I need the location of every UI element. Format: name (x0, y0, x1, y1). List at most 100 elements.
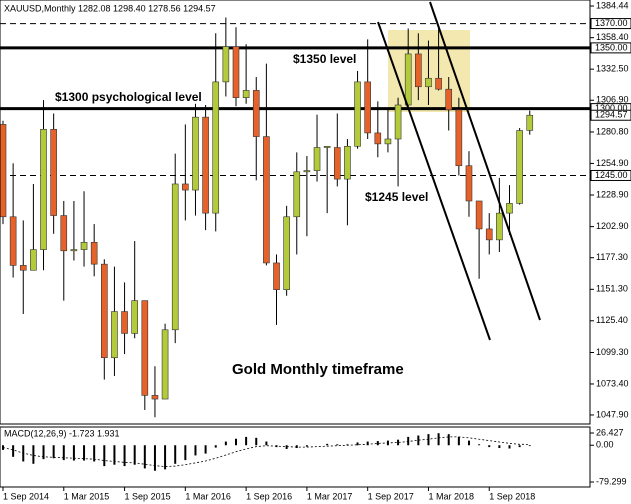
candle-body (404, 53, 412, 106)
candle-body (465, 165, 473, 202)
candle-body (415, 53, 422, 88)
y-tick-label: 1202.90 (596, 221, 629, 231)
candle-body (252, 90, 260, 137)
x-tick-label: 1 Mar 2016 (185, 491, 231, 501)
level-label: 1245.00 (595, 170, 628, 180)
y-tick-label: 1228.90 (596, 189, 629, 199)
annotation: $1300 psychological level (55, 90, 202, 104)
macd-frame (0, 426, 591, 488)
candle-body (323, 145, 331, 148)
candle-body (283, 216, 290, 290)
x-tick-label: 1 Sep 2017 (368, 491, 414, 501)
x-tick-label: 1 Sep 2018 (489, 491, 535, 501)
candle-body (435, 77, 442, 90)
candle-body (151, 395, 159, 400)
y-tick-label: 1332.50 (596, 64, 629, 74)
candle-body (30, 249, 37, 271)
candle-body (445, 88, 453, 111)
last-price-label: 1294.57 (595, 110, 628, 120)
level-label-box (590, 42, 631, 54)
candle-body (171, 183, 179, 331)
candle-body (40, 128, 47, 250)
candle-body (9, 216, 17, 266)
chart-title: XAUUSD,Monthly 1282.08 1298.40 1278.56 1… (4, 3, 216, 13)
candle-body (344, 145, 351, 180)
candle-body (232, 46, 240, 98)
trend-line (377, 21, 491, 341)
last-price-box (590, 109, 631, 121)
y-tick-label: 1306.90 (596, 95, 629, 105)
candle-body (455, 109, 463, 167)
candle-body (19, 265, 27, 271)
candle-body (161, 329, 169, 400)
y-tick-label: 1125.40 (596, 315, 628, 325)
annotation: Gold Monthly timeframe (232, 361, 404, 378)
candle-body (394, 104, 402, 140)
price-plot (0, 17, 590, 418)
candle-body (303, 170, 311, 173)
x-tick-label: 1 Sep 2014 (3, 491, 49, 501)
y-tick-label: 1177.30 (596, 252, 628, 262)
candle-body (506, 203, 513, 214)
highlight-zone (388, 30, 470, 112)
y-tick-label: 1280.80 (596, 126, 629, 136)
candle-body (70, 249, 78, 252)
level-label-box (590, 169, 631, 181)
y-tick-label: 1151.30 (596, 284, 628, 294)
x-tick-label: 1 Sep 2015 (125, 491, 171, 501)
candle-body (60, 215, 68, 252)
candle-body (192, 116, 199, 191)
candle-body (313, 147, 321, 171)
x-tick-label: 1 Mar 2018 (428, 491, 474, 501)
candle-body (80, 241, 88, 250)
candle-body (496, 212, 503, 241)
candle-body (212, 81, 220, 214)
level-label: 1300.00 (595, 103, 628, 113)
candle-body (354, 81, 361, 147)
candle-body (263, 136, 270, 264)
candle-body (526, 114, 534, 131)
candle-body (0, 124, 7, 218)
candle-body (50, 128, 57, 216)
candle-body (293, 171, 301, 218)
annotation: $1245 level (365, 190, 428, 204)
level-label-box (590, 18, 631, 30)
candle-body (141, 300, 149, 396)
candle-body (485, 228, 493, 241)
candle-body (222, 46, 230, 83)
y-tick-label: 1384.44 (596, 0, 629, 10)
x-tick-label: 1 Mar 2017 (307, 491, 353, 501)
candle-body (182, 183, 189, 191)
y-tick-label: 1254.90 (596, 158, 629, 168)
candle-body (273, 262, 280, 290)
candle-body (516, 130, 523, 204)
y-tick-label: 1047.90 (596, 409, 629, 419)
candle-body (425, 77, 432, 88)
candle-body (374, 132, 382, 145)
y-tick-label: 1073.40 (596, 378, 629, 388)
y-tick-label: 1099.30 (596, 347, 629, 357)
candle-body (333, 147, 341, 180)
macd-signal (2, 436, 530, 467)
macd-tick-label: -79.299 (596, 476, 627, 486)
annotation: $1350 level (293, 52, 356, 66)
x-tick-label: 1 Mar 2015 (64, 491, 110, 501)
y-tick-label: 1358.40 (596, 32, 629, 42)
macd-title: MACD(12,26,9) -1.723 1.931 (4, 428, 120, 438)
plot-frame (0, 0, 591, 425)
candle-body (101, 263, 108, 359)
candle-body (90, 241, 98, 265)
candle-body (384, 138, 392, 145)
candle-body (364, 81, 371, 134)
candle-body (111, 311, 118, 359)
trend-line (429, 1, 541, 321)
candle-body (475, 200, 483, 230)
candle-body (202, 116, 209, 214)
x-tick-label: 1 Sep 2016 (246, 491, 292, 501)
candle-body (131, 300, 138, 334)
macd-tick-label: 26.427 (596, 427, 624, 437)
level-label: 1370.00 (595, 18, 628, 28)
level-label: 1350.00 (595, 42, 628, 52)
